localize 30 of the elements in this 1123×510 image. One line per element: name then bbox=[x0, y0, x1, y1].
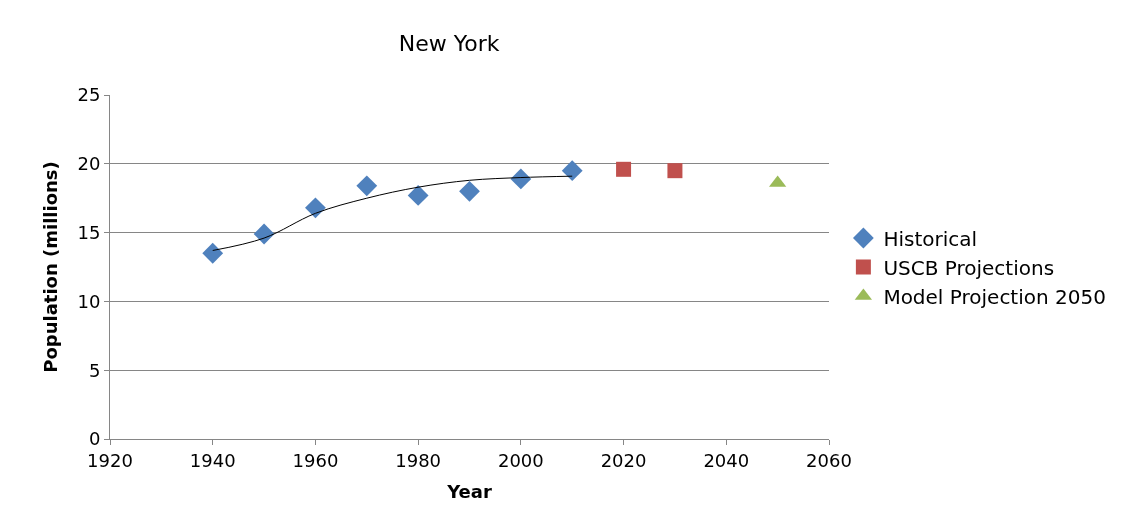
point bbox=[667, 163, 683, 179]
point bbox=[459, 180, 480, 202]
x-tick-label: 2040 bbox=[703, 449, 750, 471]
point bbox=[356, 175, 378, 197]
y-tick-label: 10 bbox=[77, 290, 101, 312]
legend-label: Historical bbox=[883, 226, 978, 251]
point bbox=[202, 242, 224, 264]
x-tick-label: 2000 bbox=[497, 449, 544, 471]
x-tick-label: 1940 bbox=[189, 449, 236, 471]
point bbox=[305, 197, 326, 219]
x-tick-label: 1920 bbox=[87, 449, 133, 471]
point bbox=[407, 185, 429, 206]
x-tick-label: 1980 bbox=[395, 449, 442, 471]
point bbox=[510, 168, 532, 190]
y-tick-label: 15 bbox=[77, 221, 101, 243]
point bbox=[616, 161, 632, 177]
x-tick-label: 2020 bbox=[600, 449, 647, 471]
y-tick-label: 20 bbox=[77, 153, 101, 175]
chart-title: New York bbox=[398, 31, 500, 57]
point bbox=[561, 160, 583, 182]
x-axis-title: Year bbox=[446, 480, 492, 502]
y-tick-label: 25 bbox=[77, 84, 101, 106]
legend-label: USCB Projections bbox=[883, 255, 1055, 280]
point bbox=[253, 223, 275, 245]
y-axis-title: Population (millions) bbox=[39, 161, 61, 373]
legend-label: Model Projection 2050 bbox=[883, 284, 1106, 309]
y-tick-label: 5 bbox=[88, 359, 101, 381]
x-tick-label: 1960 bbox=[292, 449, 339, 471]
y-tick-label: 0 bbox=[88, 428, 101, 450]
x-tick-label: 2060 bbox=[806, 449, 852, 471]
